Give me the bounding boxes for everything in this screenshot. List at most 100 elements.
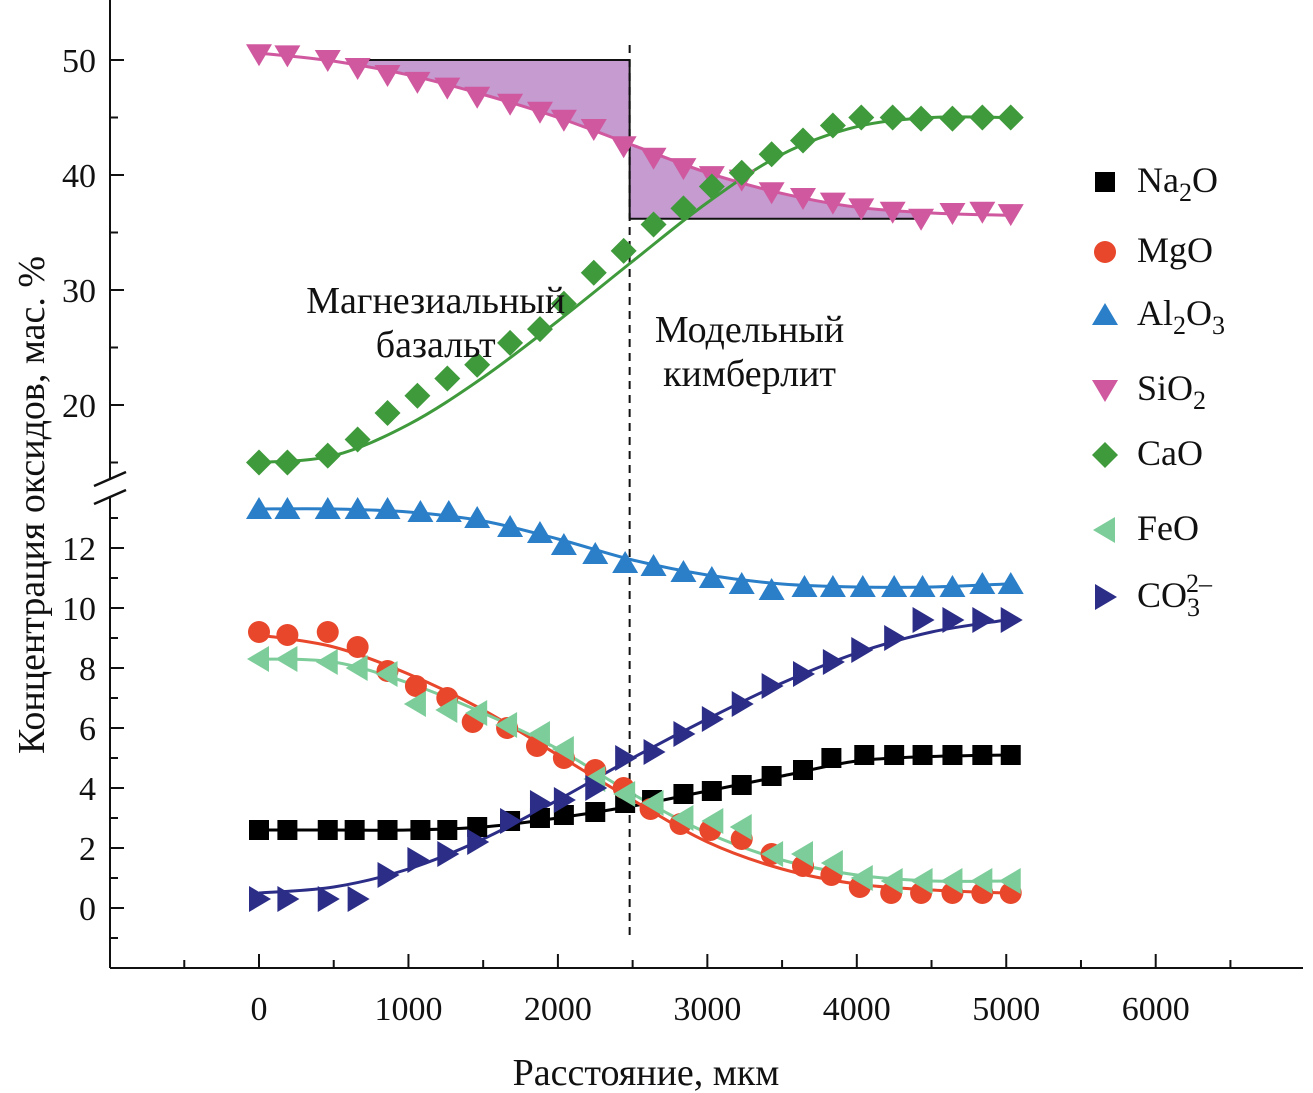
data-point-al2o3 bbox=[698, 566, 725, 588]
data-point-al2o3 bbox=[939, 575, 966, 597]
data-point-na2o bbox=[701, 781, 722, 801]
data-point-cao bbox=[640, 211, 667, 238]
data-point-feo bbox=[527, 721, 550, 747]
data-point-al2o3 bbox=[758, 578, 785, 600]
legend-label-mgo: MgO bbox=[1137, 230, 1213, 270]
data-point-sio2 bbox=[908, 208, 935, 231]
data-point-co32- bbox=[942, 607, 965, 633]
shaded-region-right bbox=[629, 143, 922, 219]
data-point-sio2 bbox=[550, 109, 577, 132]
data-point-feo bbox=[880, 868, 903, 894]
data-point-cao bbox=[789, 127, 816, 154]
x-axis-title: Расстояние, мкм bbox=[513, 1052, 780, 1093]
y-tick-label: 0 bbox=[79, 891, 96, 928]
data-point-al2o3 bbox=[819, 575, 846, 597]
y-axis-break-mark-2 bbox=[93, 488, 127, 506]
data-point-sio2 bbox=[819, 192, 846, 215]
data-point-na2o bbox=[731, 775, 752, 795]
annotation-kimberlite: Модельный bbox=[655, 309, 844, 351]
data-point-cao bbox=[497, 329, 524, 356]
data-point-sio2 bbox=[939, 202, 966, 225]
x-tick-label: 3000 bbox=[673, 991, 741, 1028]
data-point-cao bbox=[526, 316, 553, 343]
data-point-cao bbox=[580, 259, 607, 286]
x-tick-label: 0 bbox=[251, 991, 268, 1028]
y-tick-label: 20 bbox=[62, 388, 96, 425]
legend: Na2O MgO Al2O3 SiO2 CaO FeO CO32– bbox=[1092, 160, 1225, 622]
data-point-feo bbox=[701, 808, 724, 834]
data-point-sio2 bbox=[464, 86, 491, 109]
data-point-cao bbox=[969, 104, 996, 131]
y-tick-label: 50 bbox=[62, 43, 96, 80]
data-point-na2o bbox=[972, 745, 993, 765]
data-point-co32- bbox=[277, 886, 300, 912]
data-point-co32- bbox=[529, 790, 552, 816]
data-point-na2o bbox=[249, 820, 269, 840]
data-point-co32- bbox=[317, 886, 340, 912]
data-point-cao bbox=[550, 290, 577, 317]
data-point-na2o bbox=[344, 820, 365, 840]
y-tick-label: 2 bbox=[79, 831, 96, 868]
data-point-al2o3 bbox=[407, 500, 434, 522]
data-point-cao bbox=[434, 365, 461, 392]
data-point-feo bbox=[435, 697, 458, 723]
data-point-feo bbox=[671, 805, 694, 831]
data-point-cao bbox=[698, 173, 725, 200]
data-point-cao bbox=[246, 449, 272, 476]
data-point-feo bbox=[345, 655, 368, 681]
y-tick-label: 4 bbox=[79, 771, 96, 808]
legend-marker-feo bbox=[1093, 517, 1115, 543]
data-point-cao bbox=[314, 442, 341, 469]
data-point-sio2 bbox=[497, 93, 524, 116]
data-point-co32- bbox=[912, 607, 935, 633]
data-point-na2o bbox=[277, 820, 298, 840]
data-point-na2o bbox=[673, 784, 694, 804]
legend-marker-na2o bbox=[1095, 172, 1115, 192]
data-point-feo bbox=[403, 691, 426, 717]
data-point-feo bbox=[247, 646, 269, 672]
data-point-mgo bbox=[276, 624, 299, 646]
data-point-na2o bbox=[942, 745, 963, 765]
data-point-co32- bbox=[407, 847, 430, 873]
data-point-sio2 bbox=[526, 101, 553, 124]
y-axis-title: Концентрация оксидов, мас. % bbox=[11, 256, 53, 754]
data-point-co32- bbox=[761, 673, 784, 699]
data-point-al2o3 bbox=[526, 521, 553, 543]
data-point-na2o bbox=[437, 820, 458, 840]
data-point-al2o3 bbox=[728, 572, 755, 594]
data-point-sio2 bbox=[434, 77, 461, 100]
x-tick-label: 2000 bbox=[524, 991, 592, 1028]
y-tick-label: 30 bbox=[62, 273, 96, 310]
data-point-co32- bbox=[884, 625, 907, 651]
data-point-al2o3 bbox=[274, 497, 301, 519]
data-point-mgo bbox=[316, 621, 339, 643]
data-point-sio2 bbox=[848, 198, 875, 221]
data-point-co32- bbox=[585, 775, 608, 801]
data-point-feo bbox=[375, 661, 398, 687]
data-point-cao bbox=[464, 351, 491, 378]
data-point-sio2 bbox=[580, 119, 607, 141]
data-point-cao bbox=[374, 400, 401, 427]
data-point-na2o bbox=[792, 760, 813, 780]
data-point-al2o3 bbox=[582, 542, 609, 564]
data-point-co32- bbox=[437, 841, 460, 867]
legend-marker-mgo bbox=[1094, 241, 1116, 263]
x-tick-label: 1000 bbox=[374, 991, 442, 1028]
data-point-feo bbox=[970, 868, 993, 894]
data-point-na2o bbox=[761, 766, 782, 786]
data-point-cao bbox=[404, 382, 431, 409]
data-point-al2o3 bbox=[550, 533, 577, 555]
data-point-sio2 bbox=[758, 182, 785, 205]
data-point-sio2 bbox=[246, 44, 272, 67]
data-point-al2o3 bbox=[374, 497, 401, 519]
data-point-co32- bbox=[731, 691, 754, 717]
data-point-feo bbox=[551, 736, 574, 762]
data-point-sio2 bbox=[610, 136, 637, 159]
legend-label-feo: FeO bbox=[1137, 508, 1199, 548]
data-point-al2o3 bbox=[344, 497, 371, 519]
data-point-feo bbox=[729, 814, 752, 840]
data-point-sio2 bbox=[344, 58, 371, 81]
x-tick-label: 5000 bbox=[972, 991, 1040, 1028]
